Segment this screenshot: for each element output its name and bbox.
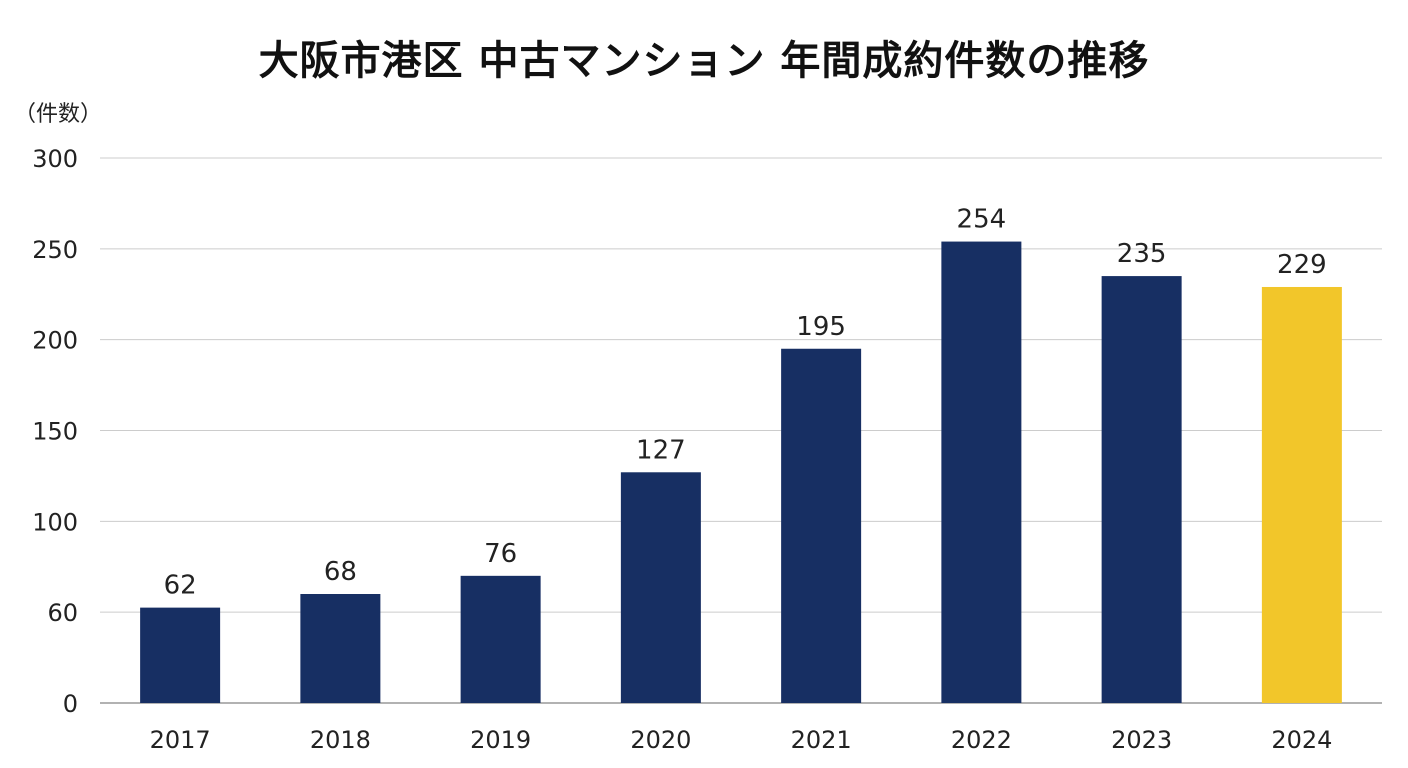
data-label-2021: 195 xyxy=(796,312,846,342)
y-axis-ticks: 0 60 100 150 200 250 300 xyxy=(32,145,78,718)
y-tick-label: 200 xyxy=(32,327,78,355)
x-tick-label: 2022 xyxy=(951,726,1012,754)
x-tick-label: 2023 xyxy=(1111,726,1172,754)
gridlines xyxy=(100,157,1382,704)
x-tick-label: 2017 xyxy=(150,726,211,754)
data-label-2024: 229 xyxy=(1277,250,1327,280)
data-label-2017: 62 xyxy=(164,571,197,601)
bar-2024 xyxy=(1261,286,1342,703)
data-label-2023: 235 xyxy=(1117,239,1167,269)
x-tick-label: 2021 xyxy=(791,726,852,754)
x-tick-label: 2018 xyxy=(310,726,371,754)
bar-2018 xyxy=(300,594,381,703)
y-tick-label: 300 xyxy=(32,145,78,173)
x-tick-label: 2019 xyxy=(470,726,531,754)
bar-2019 xyxy=(460,575,541,703)
data-label-2019: 76 xyxy=(484,539,517,569)
data-labels: 62 68 76 127 195 254 235 229 xyxy=(164,205,1327,601)
y-tick-label: 60 xyxy=(47,599,78,627)
data-label-2020: 127 xyxy=(636,435,686,465)
bar-2021 xyxy=(781,348,862,703)
bar-2020 xyxy=(620,472,701,703)
y-tick-label: 100 xyxy=(32,508,78,536)
data-label-2018: 68 xyxy=(324,557,357,587)
x-tick-label: 2020 xyxy=(630,726,691,754)
data-label-2022: 254 xyxy=(957,205,1007,235)
y-tick-label: 250 xyxy=(32,236,78,264)
bar-2023 xyxy=(1101,276,1182,703)
y-axis-unit-label: （件数） xyxy=(14,102,103,127)
y-tick-label: 0 xyxy=(63,690,78,718)
y-tick-label: 150 xyxy=(32,418,78,446)
bar-2022 xyxy=(941,241,1022,704)
chart-title: 大阪市港区 中古マンション 年間成約件数の推移 xyxy=(258,38,1150,84)
x-axis-ticks: 2017 2018 2019 2020 2021 2022 2023 2024 xyxy=(150,726,1333,754)
x-tick-label: 2024 xyxy=(1271,726,1332,754)
bars xyxy=(140,241,1342,704)
bar-2017 xyxy=(140,607,221,703)
